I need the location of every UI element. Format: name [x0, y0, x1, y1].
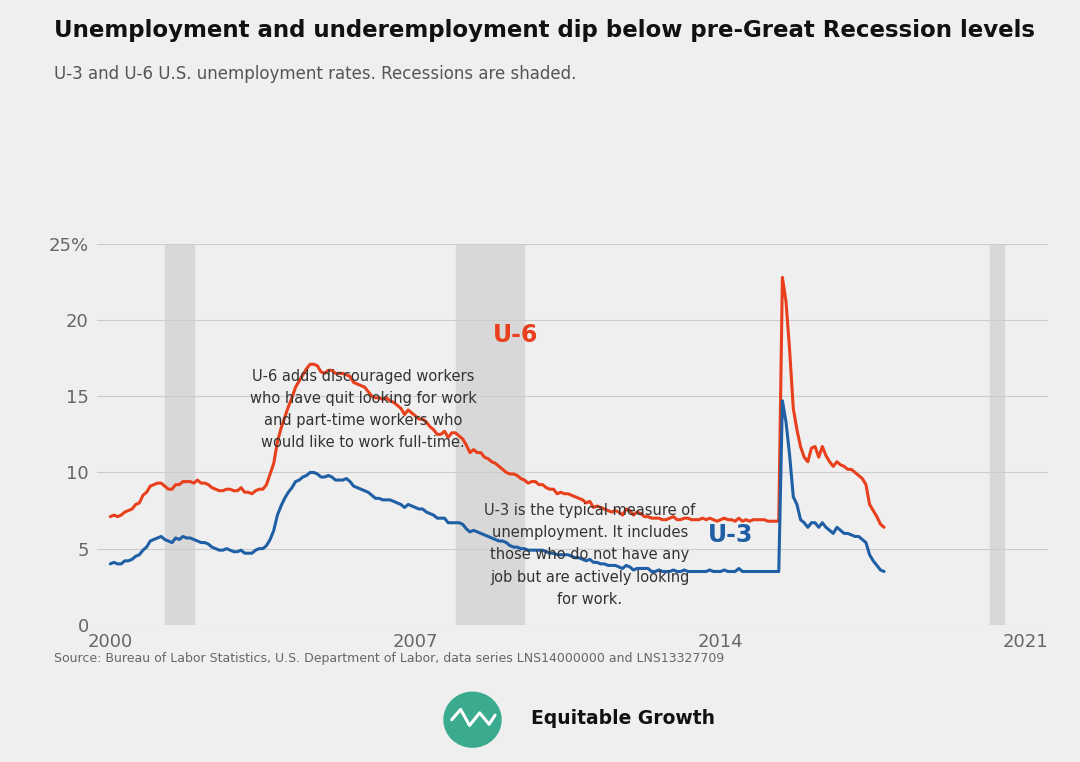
Text: U-3: U-3: [707, 523, 753, 547]
Text: U-3 and U-6 U.S. unemployment rates. Recessions are shaded.: U-3 and U-6 U.S. unemployment rates. Rec…: [54, 65, 577, 83]
Circle shape: [444, 692, 501, 747]
Text: Source: Bureau of Labor Statistics, U.S. Department of Labor, data series LNS140: Source: Bureau of Labor Statistics, U.S.…: [54, 652, 725, 664]
Text: Equitable Growth: Equitable Growth: [531, 709, 715, 728]
Bar: [989, 244, 1004, 625]
Bar: [165, 244, 194, 625]
Text: U-6: U-6: [494, 324, 539, 347]
Text: U-6 adds discouraged workers
who have quit looking for work
and part-time worker: U-6 adds discouraged workers who have qu…: [249, 369, 476, 450]
Text: Unemployment and underemployment dip below pre-Great Recession levels: Unemployment and underemployment dip bel…: [54, 19, 1035, 42]
Text: U-3 is the typical measure of
unemployment. It includes
those who do not have an: U-3 is the typical measure of unemployme…: [484, 503, 696, 607]
Bar: [456, 244, 525, 625]
